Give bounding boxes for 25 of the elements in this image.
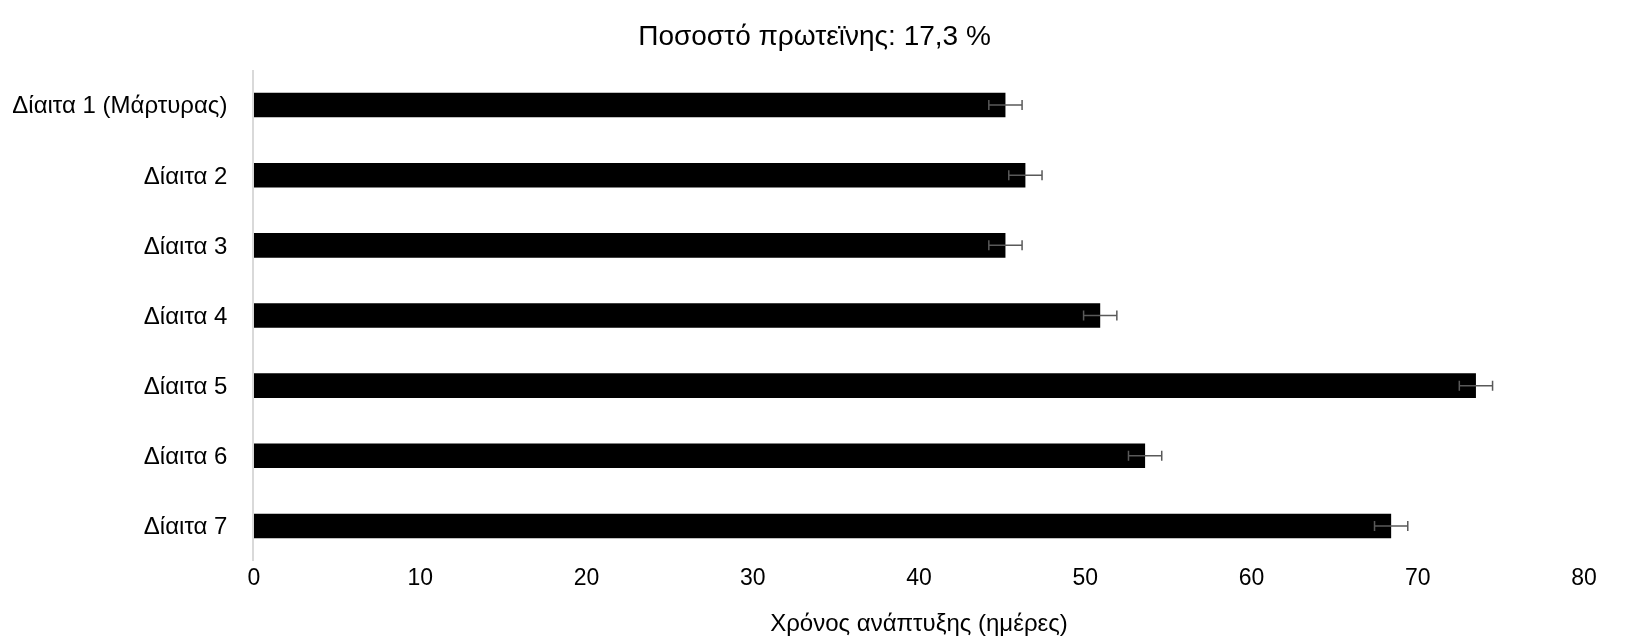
x-tick-label: 80 <box>1571 564 1597 590</box>
bar <box>254 513 1392 539</box>
bar <box>254 162 1026 188</box>
y-tick-label: Δίαιτα 4 <box>143 301 228 329</box>
x-axis-title: Χρόνος ανάπτυξης (ημέρες) <box>770 609 1068 637</box>
bar <box>254 443 1146 469</box>
y-tick-label: Δίαιτα 6 <box>143 442 228 470</box>
bar <box>254 233 1006 258</box>
x-tick-label: 50 <box>1072 564 1099 590</box>
bar <box>254 92 1006 118</box>
x-tick-label: 60 <box>1238 564 1265 590</box>
y-tick-label: Δίαιτα 1 (Μάρτυρας) <box>12 91 228 119</box>
x-tick-label: 20 <box>573 564 600 590</box>
chart-title: Ποσοστό πρωτεϊνης: 17,3 % <box>638 20 991 52</box>
x-tick-label: 0 <box>247 564 261 590</box>
y-tick-label: Δίαιτα 7 <box>143 512 228 540</box>
y-tick-label: Δίαιτα 3 <box>143 231 228 259</box>
bar <box>254 373 1476 398</box>
x-tick-label: 40 <box>906 564 932 590</box>
y-tick-label: Δίαιτα 5 <box>143 372 228 400</box>
y-tick-label: Δίαιτα 2 <box>143 161 228 189</box>
x-tick-label: 10 <box>407 564 434 590</box>
x-tick-label: 70 <box>1404 564 1431 590</box>
bar <box>254 303 1101 328</box>
x-tick-label: 30 <box>739 564 766 590</box>
